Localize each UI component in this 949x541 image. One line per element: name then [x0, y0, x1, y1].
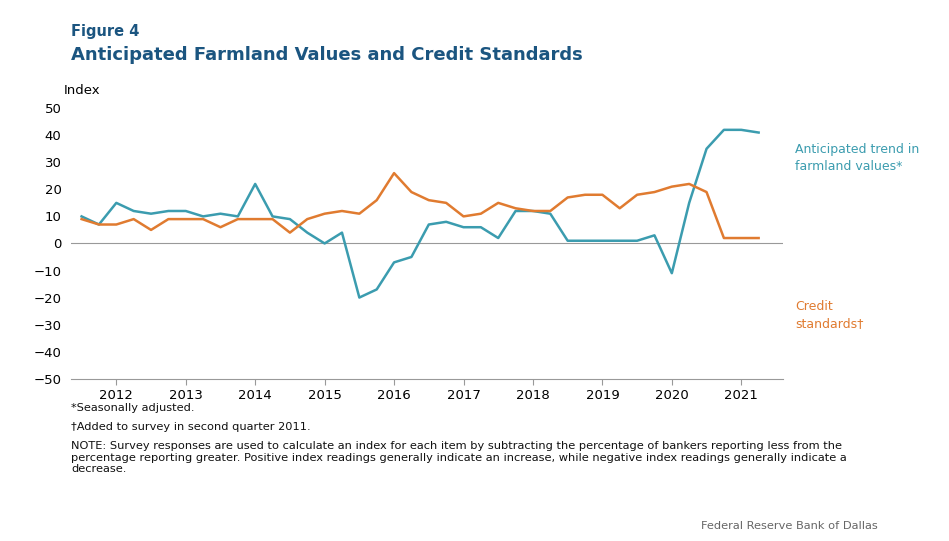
Text: Anticipated trend in
farmland values*: Anticipated trend in farmland values*	[795, 143, 920, 173]
Text: *Seasonally adjusted.: *Seasonally adjusted.	[71, 403, 195, 413]
Text: NOTE: Survey responses are used to calculate an index for each item by subtracti: NOTE: Survey responses are used to calcu…	[71, 441, 847, 474]
Text: Credit
standards†: Credit standards†	[795, 300, 864, 330]
Text: Index: Index	[65, 84, 101, 97]
Text: Figure 4: Figure 4	[71, 24, 140, 39]
Text: Anticipated Farmland Values and Credit Standards: Anticipated Farmland Values and Credit S…	[71, 46, 583, 64]
Text: †Added to survey in second quarter 2011.: †Added to survey in second quarter 2011.	[71, 422, 311, 432]
Text: Federal Reserve Bank of Dallas: Federal Reserve Bank of Dallas	[701, 522, 878, 531]
